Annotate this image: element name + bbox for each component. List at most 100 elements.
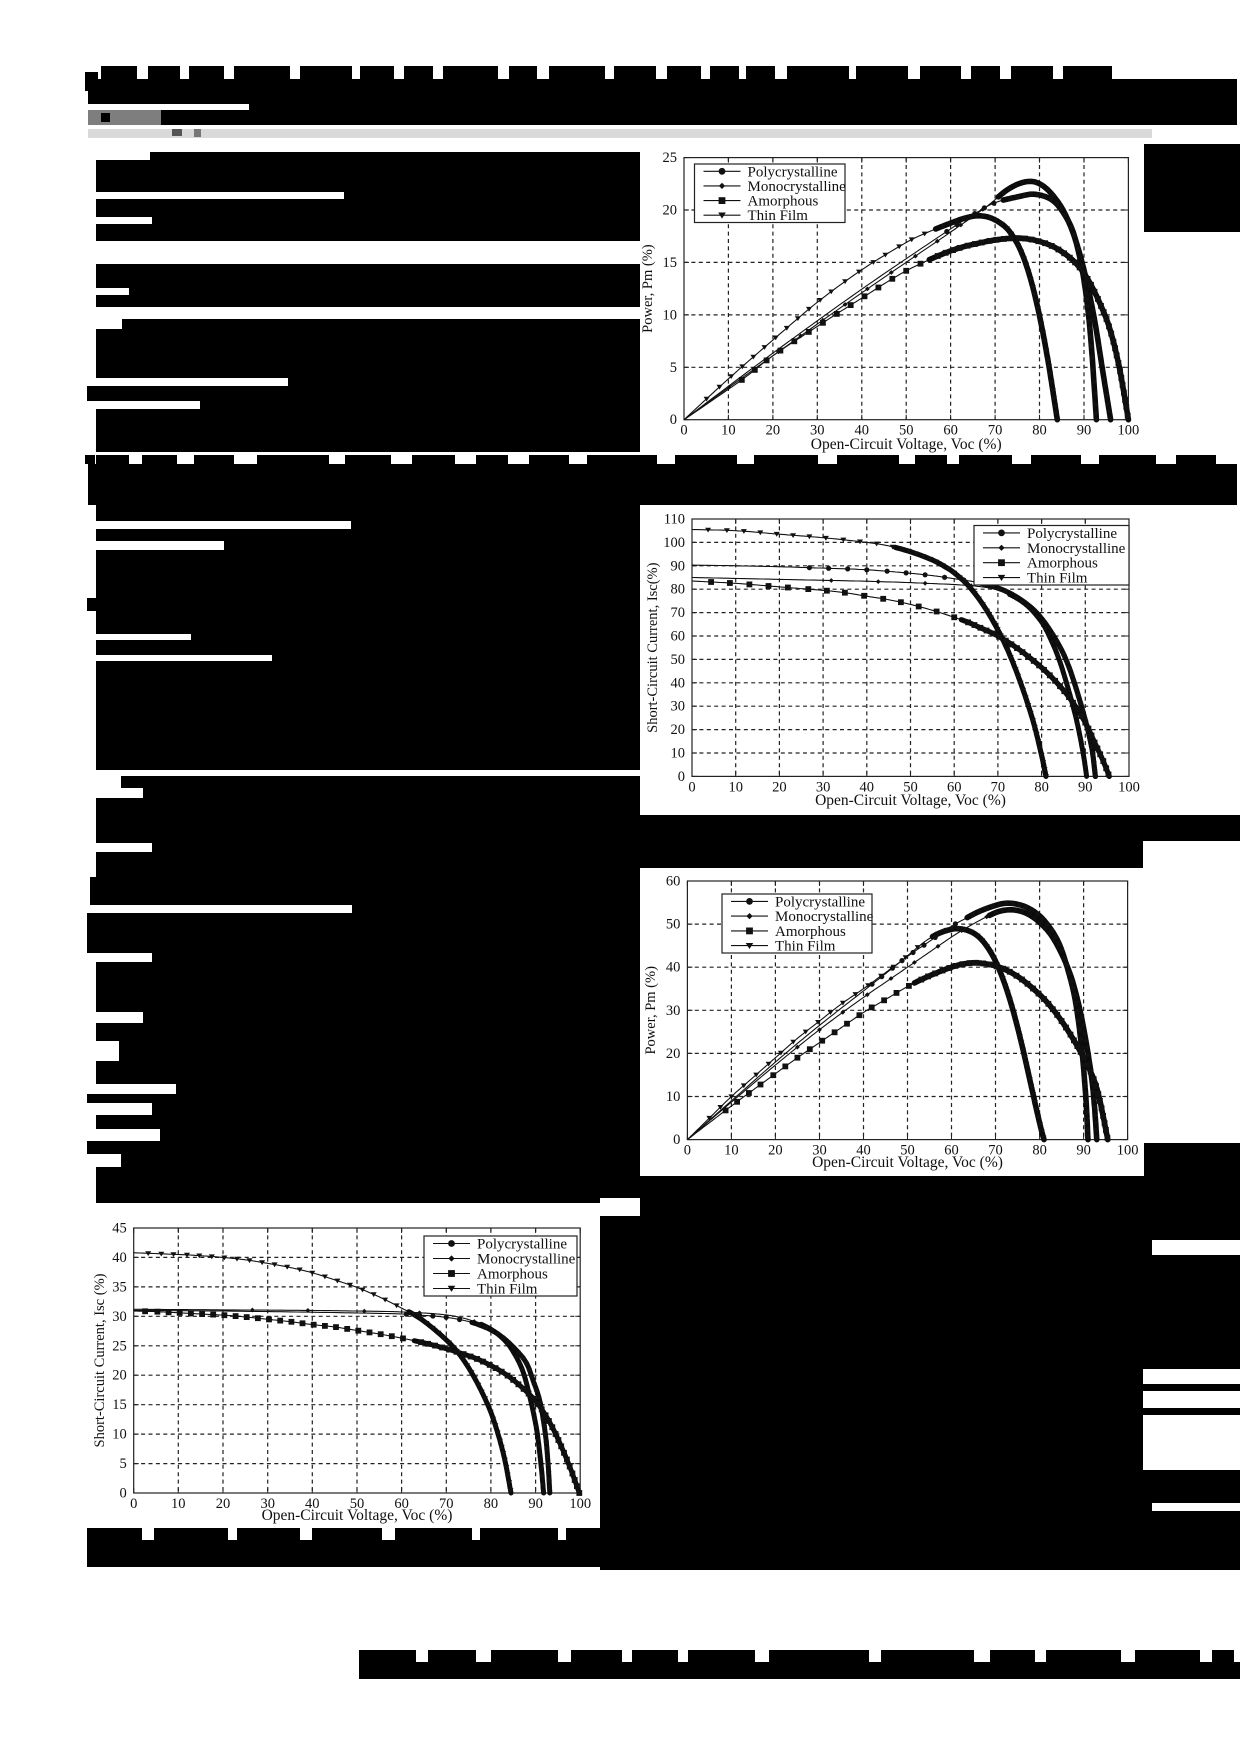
svg-text:10: 10 [112, 1427, 127, 1443]
svg-text:80: 80 [1032, 1143, 1047, 1159]
svg-text:60: 60 [671, 629, 686, 645]
svg-text:80: 80 [1034, 779, 1049, 795]
svg-text:Amorphous: Amorphous [775, 924, 846, 940]
svg-text:110: 110 [664, 512, 685, 528]
svg-text:40: 40 [112, 1250, 127, 1266]
svg-text:Amorphous: Amorphous [748, 194, 819, 210]
svg-text:10: 10 [728, 779, 743, 795]
svg-text:30: 30 [671, 699, 686, 715]
svg-text:100: 100 [1117, 1143, 1139, 1159]
svg-text:0: 0 [673, 1132, 680, 1148]
svg-text:90: 90 [1077, 423, 1092, 439]
svg-text:0: 0 [688, 779, 695, 795]
svg-text:0: 0 [119, 1486, 126, 1502]
svg-text:90: 90 [671, 558, 686, 574]
svg-text:0: 0 [678, 769, 685, 785]
svg-text:Open-Circuit Voltage, Voc (%): Open-Circuit Voltage, Voc (%) [262, 1507, 453, 1524]
svg-text:100: 100 [1118, 423, 1140, 439]
svg-text:15: 15 [112, 1397, 127, 1413]
svg-text:10: 10 [666, 1089, 681, 1105]
svg-text:50: 50 [666, 917, 681, 933]
svg-text:5: 5 [670, 360, 677, 376]
svg-text:90: 90 [1076, 1143, 1091, 1159]
svg-text:70: 70 [671, 605, 686, 621]
svg-text:Short-Circuit Current, Isc(%): Short-Circuit Current, Isc(%) [645, 562, 661, 733]
svg-text:Open-Circuit Voltage, Voc (%): Open-Circuit Voltage, Voc (%) [811, 436, 1002, 453]
svg-text:40: 40 [671, 675, 686, 691]
svg-text:Open-Circuit Voltage, Voc (%): Open-Circuit Voltage, Voc (%) [815, 792, 1006, 809]
svg-text:Polycrystalline: Polycrystalline [748, 164, 838, 180]
svg-text:Polycrystalline: Polycrystalline [477, 1237, 567, 1253]
svg-text:80: 80 [484, 1496, 499, 1512]
svg-text:5: 5 [119, 1456, 126, 1472]
svg-text:Monocrystalline: Monocrystalline [477, 1252, 576, 1268]
svg-text:70: 70 [988, 423, 1003, 439]
svg-text:Thin Film: Thin Film [477, 1282, 538, 1298]
svg-text:20: 20 [112, 1368, 127, 1384]
svg-text:45: 45 [112, 1221, 127, 1237]
svg-text:50: 50 [900, 1143, 915, 1159]
svg-text:60: 60 [666, 874, 681, 890]
svg-text:10: 10 [724, 1143, 739, 1159]
svg-text:Amorphous: Amorphous [477, 1267, 548, 1283]
svg-text:40: 40 [666, 960, 681, 976]
svg-text:70: 70 [988, 1143, 1003, 1159]
svg-text:Polycrystalline: Polycrystalline [775, 894, 865, 910]
svg-text:50: 50 [671, 652, 686, 668]
svg-text:30: 30 [112, 1309, 127, 1325]
svg-text:10: 10 [663, 307, 678, 323]
svg-text:Power, Pm (%): Power, Pm (%) [640, 244, 656, 333]
svg-text:40: 40 [855, 423, 870, 439]
svg-text:10: 10 [721, 423, 736, 439]
svg-text:20: 20 [666, 1046, 681, 1062]
svg-text:20: 20 [772, 779, 787, 795]
svg-text:Monocrystalline: Monocrystalline [1027, 541, 1126, 557]
svg-text:25: 25 [112, 1338, 127, 1354]
svg-text:15: 15 [663, 255, 678, 271]
svg-text:25: 25 [663, 150, 678, 166]
svg-text:60: 60 [947, 779, 962, 795]
svg-text:10: 10 [671, 746, 686, 762]
svg-text:Polycrystalline: Polycrystalline [1027, 526, 1117, 542]
svg-text:Short-Circuit Current, Isc (%): Short-Circuit Current, Isc (%) [92, 1273, 108, 1447]
svg-text:30: 30 [812, 1143, 827, 1159]
svg-text:30: 30 [260, 1496, 275, 1512]
svg-text:90: 90 [1078, 779, 1093, 795]
svg-text:40: 40 [860, 779, 875, 795]
svg-text:100: 100 [1118, 779, 1140, 795]
svg-text:Thin Film: Thin Film [748, 208, 809, 224]
svg-text:Open-Circuit Voltage, Voc (%): Open-Circuit Voltage, Voc (%) [812, 1154, 1003, 1171]
svg-text:100: 100 [569, 1496, 591, 1512]
svg-text:80: 80 [671, 582, 686, 598]
svg-text:0: 0 [684, 1143, 691, 1159]
svg-text:Monocrystalline: Monocrystalline [775, 909, 874, 925]
svg-text:Thin Film: Thin Film [775, 939, 836, 955]
svg-text:20: 20 [663, 203, 678, 219]
svg-text:0: 0 [670, 412, 677, 428]
svg-text:70: 70 [439, 1496, 454, 1512]
svg-text:30: 30 [816, 779, 831, 795]
svg-text:Amorphous: Amorphous [1027, 556, 1098, 572]
svg-text:0: 0 [680, 423, 687, 439]
svg-text:35: 35 [112, 1279, 127, 1295]
svg-text:10: 10 [171, 1496, 186, 1512]
svg-text:60: 60 [394, 1496, 409, 1512]
svg-text:40: 40 [305, 1496, 320, 1512]
svg-text:80: 80 [1032, 423, 1047, 439]
svg-text:Power, Pm (%): Power, Pm (%) [643, 966, 659, 1055]
svg-text:Monocrystalline: Monocrystalline [748, 179, 847, 195]
svg-text:20: 20 [216, 1496, 231, 1512]
svg-text:100: 100 [663, 535, 685, 551]
svg-text:20: 20 [671, 722, 686, 738]
svg-text:70: 70 [991, 779, 1006, 795]
svg-text:50: 50 [899, 423, 914, 439]
svg-text:Thin Film: Thin Film [1027, 571, 1088, 587]
svg-text:60: 60 [944, 1143, 959, 1159]
svg-text:0: 0 [130, 1496, 137, 1512]
svg-text:40: 40 [856, 1143, 871, 1159]
svg-text:60: 60 [943, 423, 958, 439]
svg-text:30: 30 [666, 1003, 681, 1019]
svg-text:20: 20 [768, 1143, 783, 1159]
svg-text:30: 30 [810, 423, 825, 439]
svg-text:20: 20 [766, 423, 781, 439]
